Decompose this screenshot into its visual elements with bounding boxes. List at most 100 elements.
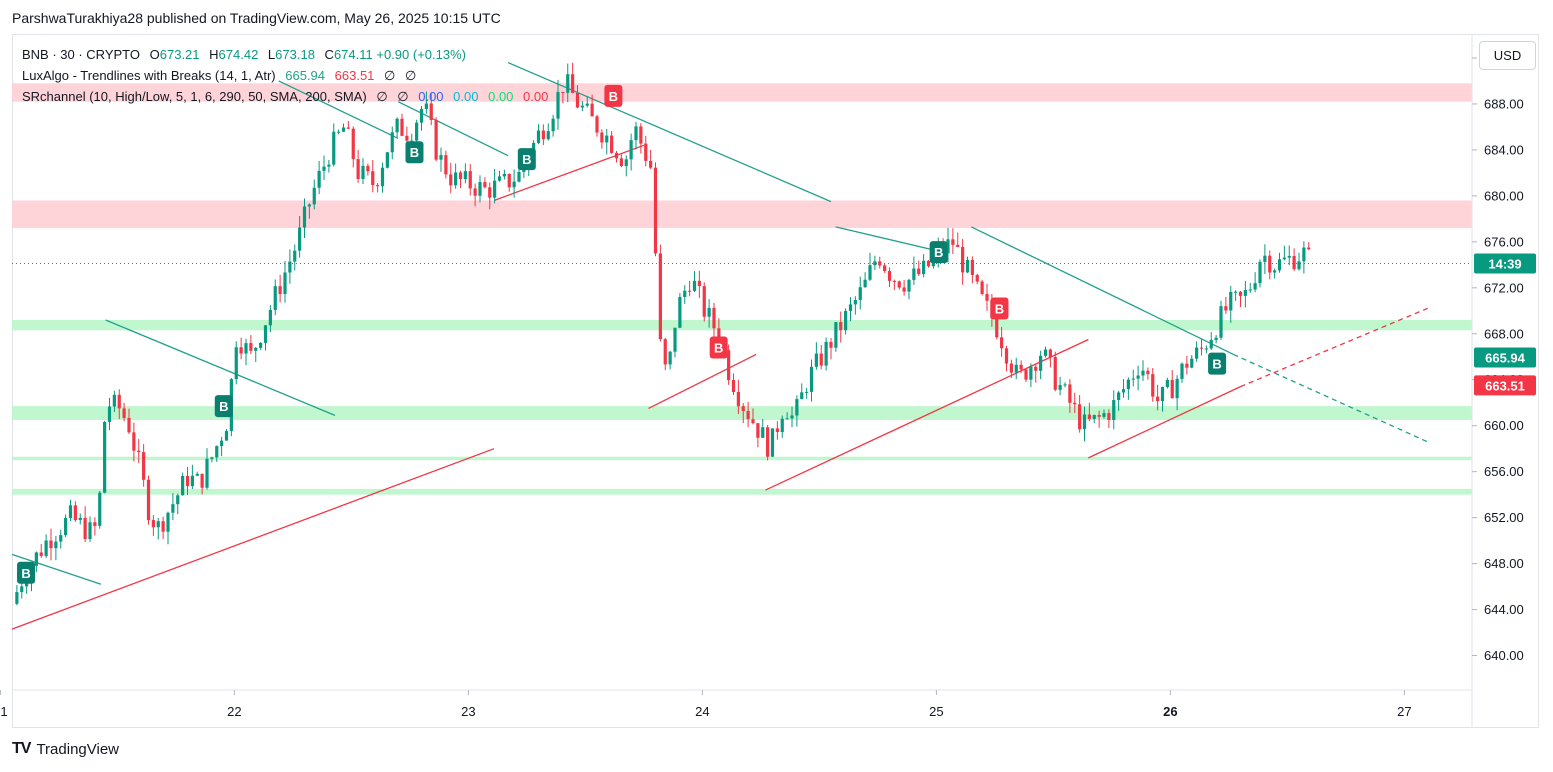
indicator-name: SRchannel (10, High/Low, 5, 1, 6, 290, 5… xyxy=(22,89,367,104)
candle-body xyxy=(107,406,112,422)
candle-body xyxy=(605,135,609,143)
y-tick-label: 660.00 xyxy=(1484,418,1524,433)
candle-body xyxy=(146,479,151,521)
tradingview-logo-icon: TV xyxy=(12,740,31,757)
candle-body xyxy=(814,353,818,367)
candle-body xyxy=(1136,375,1140,379)
candle-body xyxy=(507,173,511,188)
candle-body xyxy=(93,522,97,526)
marker-label: B xyxy=(995,301,1004,316)
candle-body xyxy=(1068,384,1072,403)
candle-body xyxy=(249,343,253,351)
candle-body xyxy=(127,417,131,433)
candle-body xyxy=(512,181,516,188)
candle-body xyxy=(517,171,521,182)
y-tick-label: 640.00 xyxy=(1484,648,1524,663)
x-tick-label: 21 xyxy=(0,704,8,719)
indicator-value: 665.94 xyxy=(285,68,326,83)
candle-body xyxy=(1229,291,1233,311)
y-tick-label: 656.00 xyxy=(1484,464,1524,479)
bullish-break-marker[interactable]: B xyxy=(17,561,36,584)
chart-frame xyxy=(12,34,1539,728)
candle-body xyxy=(731,380,736,393)
close-label: C xyxy=(324,47,334,62)
candle-body xyxy=(1287,255,1291,258)
marker-badge xyxy=(709,336,728,359)
candle-body xyxy=(800,392,804,400)
marker-label: B xyxy=(219,399,228,414)
legend-indicator-trendlines[interactable]: LuxAlgo - Trendlines with Breaks (14, 1,… xyxy=(22,65,548,86)
candle-body xyxy=(502,173,506,177)
candle-body xyxy=(702,286,706,317)
candle-body xyxy=(322,166,326,171)
bullish-break-marker[interactable]: B xyxy=(929,241,948,264)
y-tick-label: 680.00 xyxy=(1484,188,1524,203)
candle-body xyxy=(1302,247,1306,262)
candle-body xyxy=(1234,291,1238,293)
candle-body xyxy=(220,440,224,447)
candle-body xyxy=(400,118,404,136)
candle-body xyxy=(112,394,116,407)
uptrend-line xyxy=(648,353,757,410)
resistance-zone xyxy=(12,200,1472,229)
price-label-text: 665.94 xyxy=(1485,350,1526,365)
symbol-label[interactable]: BNB · 30 · CRYPTO xyxy=(22,47,140,62)
bullish-break-marker[interactable]: B xyxy=(405,141,424,164)
candle-body xyxy=(312,187,316,205)
bearish-break-marker[interactable]: B xyxy=(709,336,728,359)
candle-body xyxy=(585,103,589,106)
marker-badge xyxy=(17,561,36,584)
candle-body xyxy=(1277,259,1282,271)
candle-body xyxy=(668,351,672,365)
chart-legend: BNB · 30 · CRYPTO O673.21 H674.42 L673.1… xyxy=(22,44,548,107)
footer-brand[interactable]: TV TradingView xyxy=(12,740,119,758)
marker-label: B xyxy=(609,89,618,104)
candle-body xyxy=(892,280,896,282)
candle-body xyxy=(307,204,311,207)
candle-body xyxy=(1097,414,1101,417)
candle-body xyxy=(970,259,974,275)
candle-body xyxy=(117,394,121,409)
candle-body xyxy=(473,188,477,196)
indicator-value: 0.00 xyxy=(488,89,514,104)
candle-body xyxy=(103,421,107,493)
candle-body xyxy=(727,350,731,381)
candle-body xyxy=(1029,366,1033,380)
indicator-value: 663.51 xyxy=(334,68,375,83)
bearish-break-marker[interactable]: B xyxy=(604,84,623,107)
bearish-break-marker[interactable]: B xyxy=(990,297,1009,320)
candle-body xyxy=(663,339,667,365)
candle-body xyxy=(873,261,877,266)
currency-button[interactable]: USD xyxy=(1479,41,1536,70)
candle-body xyxy=(1117,392,1121,400)
candle-body xyxy=(805,391,809,393)
candle-body xyxy=(819,353,823,366)
bullish-break-marker[interactable]: B xyxy=(214,395,233,418)
bullish-break-marker[interactable]: B xyxy=(1208,352,1227,375)
candle-body xyxy=(1043,349,1048,356)
candle-body xyxy=(371,171,375,186)
candle-body xyxy=(390,132,394,153)
high-value: 674.42 xyxy=(218,47,259,62)
price-label-bg xyxy=(1474,347,1536,368)
support-zone xyxy=(12,319,1472,331)
candle-body xyxy=(1175,378,1179,399)
candle-body xyxy=(1292,255,1296,270)
candle-body xyxy=(590,103,594,117)
candle-body xyxy=(1263,255,1267,262)
candle-body xyxy=(575,92,580,108)
legend-ohlc-row: BNB · 30 · CRYPTO O673.21 H674.42 L673.1… xyxy=(22,44,548,65)
candle-body xyxy=(839,322,843,331)
candle-body xyxy=(692,280,697,291)
candle-body xyxy=(215,446,219,458)
bullish-break-marker[interactable]: B xyxy=(517,148,536,171)
candle-body xyxy=(337,131,341,133)
candle-body xyxy=(785,418,789,420)
candle-body xyxy=(273,286,277,310)
legend-indicator-srchannel[interactable]: SRchannel (10, High/Low, 5, 1, 6, 290, 5… xyxy=(22,86,548,107)
candle-body xyxy=(195,473,199,476)
x-tick-label: 27 xyxy=(1397,704,1411,719)
candle-body xyxy=(1297,261,1301,270)
candle-body xyxy=(73,505,77,521)
